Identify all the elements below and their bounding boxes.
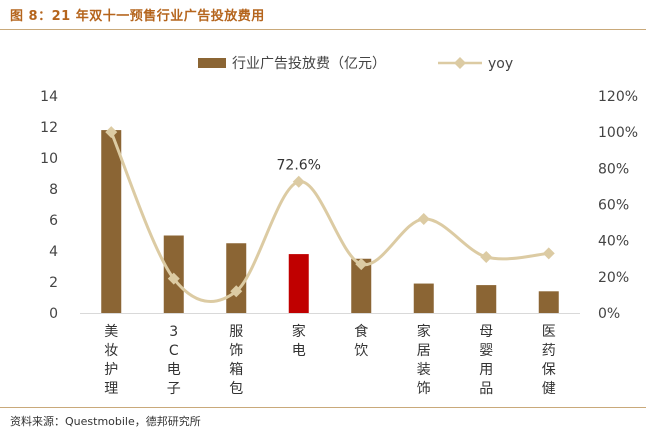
yoy-point xyxy=(230,285,243,298)
x-tick-label: 饰 xyxy=(417,381,431,397)
x-tick-label: 包 xyxy=(229,381,243,397)
bar xyxy=(226,243,247,313)
x-tick-label: 饰 xyxy=(229,343,243,359)
yoy-point xyxy=(292,175,305,188)
yoy-point xyxy=(542,247,555,260)
source-divider xyxy=(0,407,646,408)
legend-swatch-marker xyxy=(454,57,466,69)
y-right-tick-label: 60% xyxy=(598,198,629,214)
legend-label-bar: 行业广告投放费（亿元） xyxy=(232,56,386,72)
x-tick-label: 理 xyxy=(104,381,118,397)
bar xyxy=(351,258,372,313)
x-tick-label: 母 xyxy=(479,324,493,340)
x-tick-label: 装 xyxy=(417,362,431,378)
source-note: 资料来源：Questmobile，德邦研究所 xyxy=(10,415,201,428)
x-tick-label: 健 xyxy=(542,381,556,397)
x-tick-label: 家 xyxy=(417,323,431,340)
bar xyxy=(413,283,434,313)
y-left-tick-label: 2 xyxy=(49,275,58,291)
x-tick-label: 服 xyxy=(229,324,243,340)
y-right-tick-label: 80% xyxy=(598,161,629,177)
bar xyxy=(101,130,122,313)
x-tick-label: 保 xyxy=(542,362,556,378)
x-tick-label: 电 xyxy=(167,362,181,378)
x-tick-label: 3 xyxy=(169,324,178,340)
y-left-tick-label: 10 xyxy=(40,151,58,167)
y-left-tick-label: 6 xyxy=(49,213,58,229)
x-tick-label: 护 xyxy=(104,362,118,378)
yoy-point xyxy=(355,258,368,271)
x-tick-label: 用 xyxy=(479,362,493,378)
x-tick-label: 医 xyxy=(542,324,556,340)
x-tick-label: C xyxy=(169,343,179,359)
yoy-point xyxy=(417,212,430,225)
x-tick-label: 子 xyxy=(167,381,181,397)
x-tick-label: 婴 xyxy=(479,343,493,359)
x-tick-label: 美 xyxy=(104,324,118,340)
y-left-tick-label: 14 xyxy=(40,89,58,105)
y-right-tick-label: 100% xyxy=(598,125,638,141)
x-tick-label: 药 xyxy=(542,343,556,359)
y-right-tick-label: 120% xyxy=(598,89,638,105)
x-tick-label: 食 xyxy=(354,323,368,340)
y-right-tick-label: 40% xyxy=(598,234,629,250)
yoy-point xyxy=(480,250,493,263)
x-tick-label: 居 xyxy=(417,343,431,359)
x-tick-label: 妆 xyxy=(104,343,118,359)
x-tick-label: 饮 xyxy=(354,343,368,359)
title-divider xyxy=(0,29,646,30)
x-tick-label: 家 xyxy=(292,323,306,340)
x-tick-label: 品 xyxy=(479,381,493,397)
y-right-tick-label: 20% xyxy=(598,270,629,286)
bar xyxy=(538,291,559,313)
yoy-point xyxy=(105,126,118,139)
bar xyxy=(288,254,309,313)
y-left-tick-label: 4 xyxy=(49,244,58,260)
page-title: 图 8：21 年双十一预售行业广告投放费用 xyxy=(10,9,265,24)
bar xyxy=(476,285,497,313)
y-right-tick-label: 0% xyxy=(598,306,620,322)
yoy-point xyxy=(167,272,180,285)
legend-swatch-bar xyxy=(198,58,226,68)
x-tick-label: 电 xyxy=(292,343,306,359)
x-tick-label: 箱 xyxy=(229,362,243,378)
y-left-tick-label: 0 xyxy=(49,306,58,322)
legend-label-line: yoy xyxy=(488,56,513,72)
y-left-tick-label: 8 xyxy=(49,182,58,198)
data-label-yoy: 72.6% xyxy=(277,158,321,174)
y-left-tick-label: 12 xyxy=(40,120,58,136)
